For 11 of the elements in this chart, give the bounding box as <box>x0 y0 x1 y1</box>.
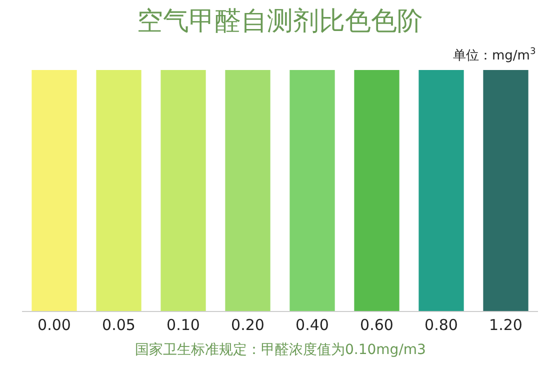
text: 单位：mg/m$^{3}$ <box>453 47 536 64</box>
x-tick-label: 0.80 <box>424 316 458 334</box>
x-tick-label: 0.20 <box>231 316 264 334</box>
x-tick-label: 1.20 <box>489 316 522 334</box>
x-tick-label: 0.10 <box>166 316 200 334</box>
x-tick-label: 0.60 <box>360 316 394 334</box>
x-tick-label: 0.00 <box>38 316 71 334</box>
text: 国家卫生标准规定：甲醛浓度值为0.10mg/m3 <box>135 342 426 358</box>
x-tick-label: 0.05 <box>102 316 136 334</box>
chart-title: 空气甲醛自测剂比色色阶 <box>137 6 423 36</box>
x-tick-label: 0.40 <box>296 316 329 334</box>
